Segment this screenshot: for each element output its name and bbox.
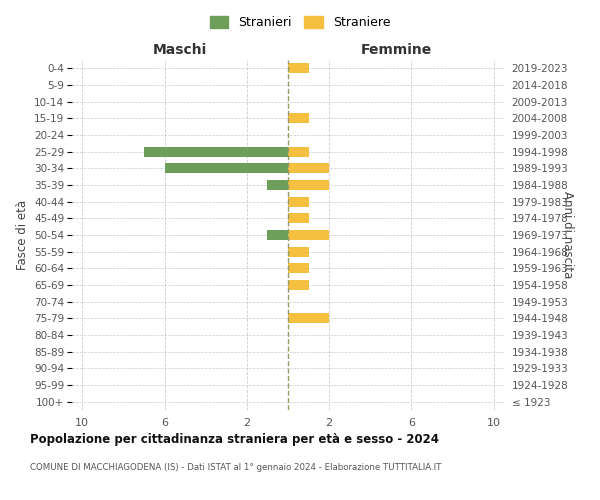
Bar bbox=[164, 164, 288, 173]
Bar bbox=[288, 214, 308, 224]
Text: Femmine: Femmine bbox=[361, 42, 431, 56]
Bar bbox=[288, 264, 308, 274]
Bar bbox=[288, 280, 308, 290]
Bar bbox=[288, 246, 308, 256]
Y-axis label: Fasce di età: Fasce di età bbox=[16, 200, 29, 270]
Text: COMUNE DI MACCHIAGODENA (IS) - Dati ISTAT al 1° gennaio 2024 - Elaborazione TUTT: COMUNE DI MACCHIAGODENA (IS) - Dati ISTA… bbox=[30, 462, 442, 471]
Bar bbox=[288, 180, 329, 190]
Bar bbox=[288, 314, 329, 324]
Legend: Stranieri, Straniere: Stranieri, Straniere bbox=[205, 11, 395, 34]
Bar bbox=[268, 230, 288, 240]
Y-axis label: Anni di nascita: Anni di nascita bbox=[561, 192, 574, 278]
Bar bbox=[288, 196, 308, 206]
Text: Popolazione per cittadinanza straniera per età e sesso - 2024: Popolazione per cittadinanza straniera p… bbox=[30, 432, 439, 446]
Bar bbox=[288, 230, 329, 240]
Bar bbox=[288, 164, 329, 173]
Bar bbox=[288, 64, 308, 74]
Bar bbox=[268, 180, 288, 190]
Bar bbox=[144, 146, 288, 156]
Bar bbox=[288, 114, 308, 124]
Bar bbox=[288, 146, 308, 156]
Text: Maschi: Maschi bbox=[153, 42, 207, 56]
